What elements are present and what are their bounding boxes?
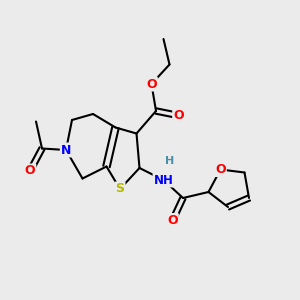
Text: O: O [146,77,157,91]
Text: O: O [25,164,35,178]
Text: H: H [165,155,174,166]
Text: O: O [173,109,184,122]
Text: N: N [61,143,71,157]
Text: NH: NH [154,173,173,187]
Text: O: O [167,214,178,227]
Text: O: O [215,163,226,176]
Text: S: S [116,182,124,196]
